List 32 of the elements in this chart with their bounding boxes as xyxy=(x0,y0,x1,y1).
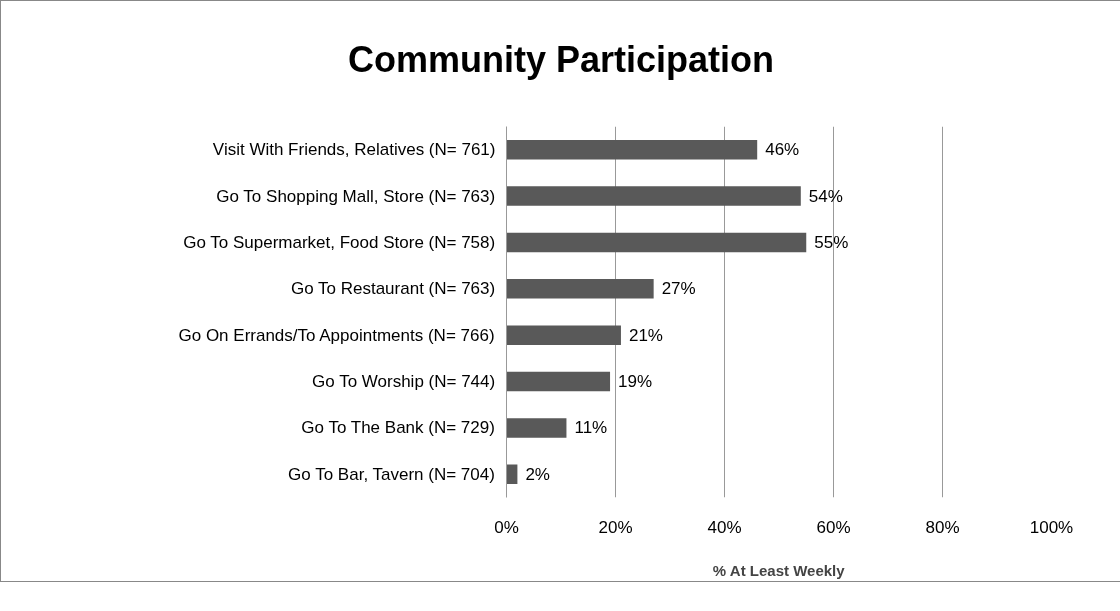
bar xyxy=(506,279,654,299)
data-label: 54% xyxy=(808,186,843,206)
data-label: 46% xyxy=(765,140,800,160)
y-tick-label: Go On Errands/To Appointments (N= 766) xyxy=(178,325,495,345)
x-tick-label: 60% xyxy=(816,517,851,537)
data-label: 55% xyxy=(814,232,849,252)
data-label: 27% xyxy=(661,279,696,299)
bar xyxy=(506,139,758,160)
bar xyxy=(506,232,807,253)
x-tick-label: 80% xyxy=(925,517,960,537)
data-label: 21% xyxy=(628,325,663,345)
y-tick-label: Go To Worship (N= 744) xyxy=(312,372,496,392)
x-tick-label: 40% xyxy=(707,517,742,537)
x-tick-label: 100% xyxy=(1029,517,1074,537)
y-tick-label: Go To The Bank (N= 729) xyxy=(301,418,495,438)
y-tick-label: Go To Restaurant (N= 763) xyxy=(290,279,496,299)
bar xyxy=(506,371,611,392)
x-tick-label: 20% xyxy=(598,517,633,537)
bar xyxy=(506,186,801,206)
bar xyxy=(506,418,567,438)
y-tick-label: Visit With Friends, Relatives (N= 761) xyxy=(212,140,496,160)
chart-title: Community Participation xyxy=(347,38,775,82)
x-tick-label: 0% xyxy=(494,517,519,537)
bar xyxy=(506,464,518,485)
data-label: 2% xyxy=(525,464,550,484)
y-tick-label: Go To Shopping Mall, Store (N= 763) xyxy=(216,186,496,206)
y-tick-label: Go To Supermarket, Food Store (N= 758) xyxy=(183,232,496,252)
x-axis-title: % At Least Weekly xyxy=(712,561,846,579)
y-tick-label: Go To Bar, Tavern (N= 704) xyxy=(288,464,495,484)
bar xyxy=(506,325,621,345)
data-label: 11% xyxy=(574,418,608,438)
data-label: 19% xyxy=(618,372,653,392)
